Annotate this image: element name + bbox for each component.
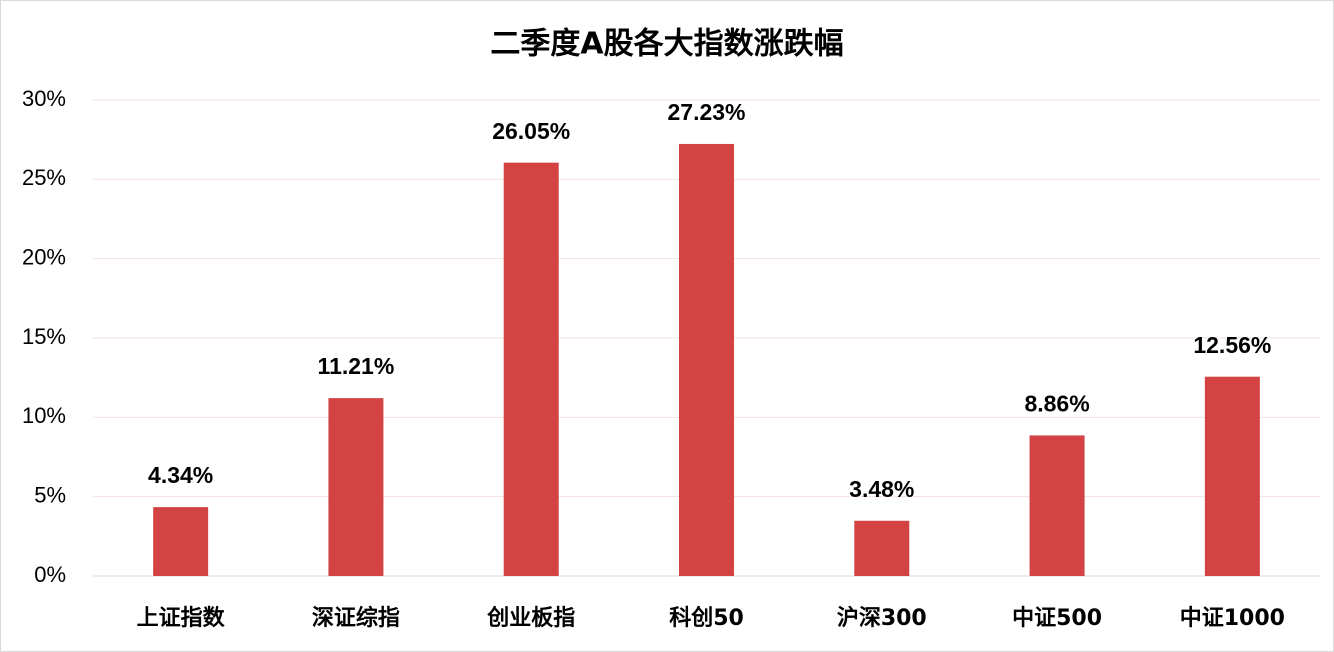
y-tick-label: 25% bbox=[22, 165, 66, 190]
x-tick-label: 科创50 bbox=[669, 606, 744, 631]
y-tick-label: 30% bbox=[22, 86, 66, 111]
data-label: 11.21% bbox=[318, 353, 395, 379]
data-label: 4.34% bbox=[148, 462, 213, 488]
data-label: 3.48% bbox=[849, 476, 914, 502]
x-tick-label: 沪深300 bbox=[837, 605, 927, 631]
bar bbox=[503, 162, 559, 576]
y-tick-label: 0% bbox=[34, 562, 66, 587]
data-label: 27.23% bbox=[667, 99, 745, 125]
data-label: 8.86% bbox=[1024, 390, 1089, 416]
y-tick-label: 20% bbox=[22, 244, 66, 269]
y-tick-label: 10% bbox=[22, 403, 66, 428]
x-tick-label: 上证指数 bbox=[137, 605, 226, 631]
x-tick-label: 中证500 bbox=[1012, 606, 1102, 631]
bar bbox=[854, 520, 910, 576]
bar bbox=[1204, 376, 1260, 576]
data-label: 12.56% bbox=[1193, 332, 1271, 358]
y-tick-label: 5% bbox=[34, 482, 66, 507]
y-tick-label: 15% bbox=[22, 324, 66, 349]
data-label: 26.05% bbox=[492, 118, 570, 144]
x-tick-label: 深证综指 bbox=[312, 605, 400, 631]
bar bbox=[153, 507, 209, 576]
bar bbox=[328, 398, 384, 576]
bar bbox=[679, 143, 734, 576]
x-tick-label: 创业板指 bbox=[486, 606, 575, 631]
x-tick-label: 中证1000 bbox=[1180, 606, 1285, 631]
chart-title: 二季度A股各大指数涨跌幅 bbox=[490, 27, 843, 62]
bar bbox=[1029, 435, 1085, 576]
